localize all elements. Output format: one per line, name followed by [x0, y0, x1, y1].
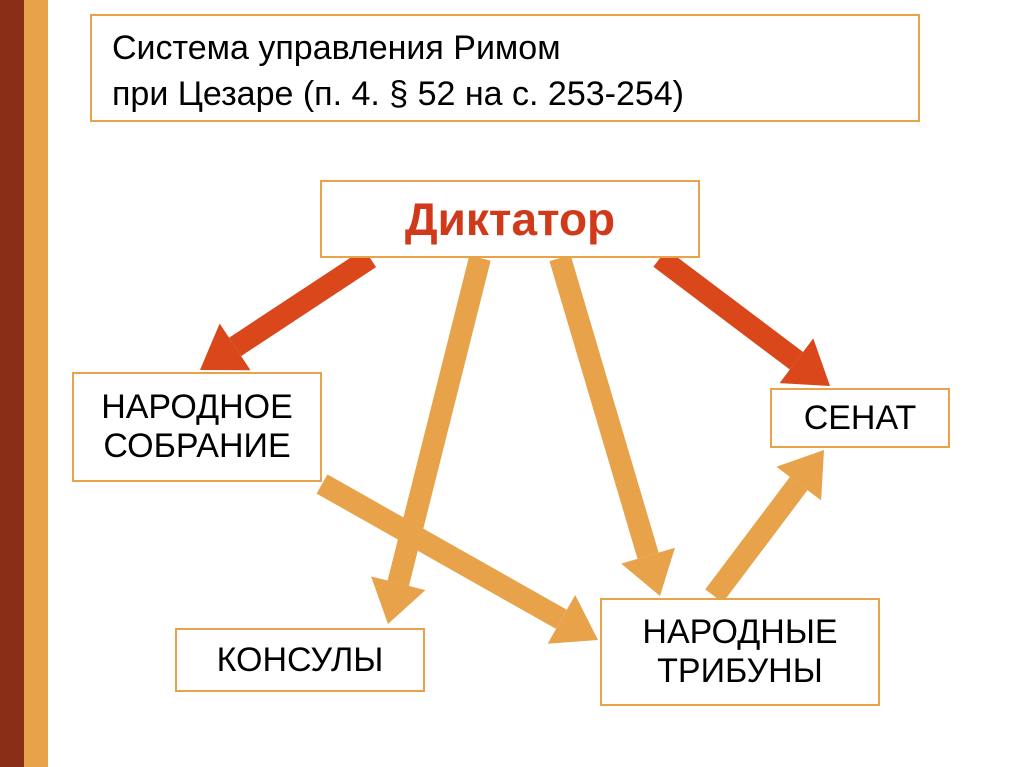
title-box: Система управления Римом при Цезаре (п. …	[90, 14, 920, 122]
node-consuls: КОНСУЛЫ	[175, 628, 425, 692]
assembly-l2: СОБРАНИЕ	[103, 427, 290, 465]
tribunes-l2: ТРИБУНЫ	[657, 652, 823, 690]
tribunes-label: НАРОДНЫЕ ТРИБУНЫ	[642, 613, 837, 691]
node-assembly: НАРОДНОЕ СОБРАНИЕ	[72, 372, 322, 482]
stripe-light	[24, 0, 48, 767]
stripe-dark	[0, 0, 24, 767]
dictator-label: Диктатор	[405, 192, 615, 246]
accent-stripe	[0, 0, 48, 767]
node-senate: СЕНАТ	[770, 388, 950, 448]
title-line2: при Цезаре (п. 4. § 52 на с. 253-254)	[112, 75, 684, 113]
consuls-label: КОНСУЛЫ	[217, 641, 384, 680]
node-dictator: Диктатор	[320, 180, 700, 258]
node-tribunes: НАРОДНЫЕ ТРИБУНЫ	[600, 598, 880, 706]
tribunes-l1: НАРОДНЫЕ	[642, 613, 837, 651]
senate-label: СЕНАТ	[804, 399, 917, 438]
assembly-label: НАРОДНОЕ СОБРАНИЕ	[101, 388, 293, 466]
title-line1: Система управления Римом	[112, 29, 561, 67]
assembly-l1: НАРОДНОЕ	[101, 388, 293, 426]
title-text: Система управления Римом при Цезаре (п. …	[112, 26, 898, 118]
